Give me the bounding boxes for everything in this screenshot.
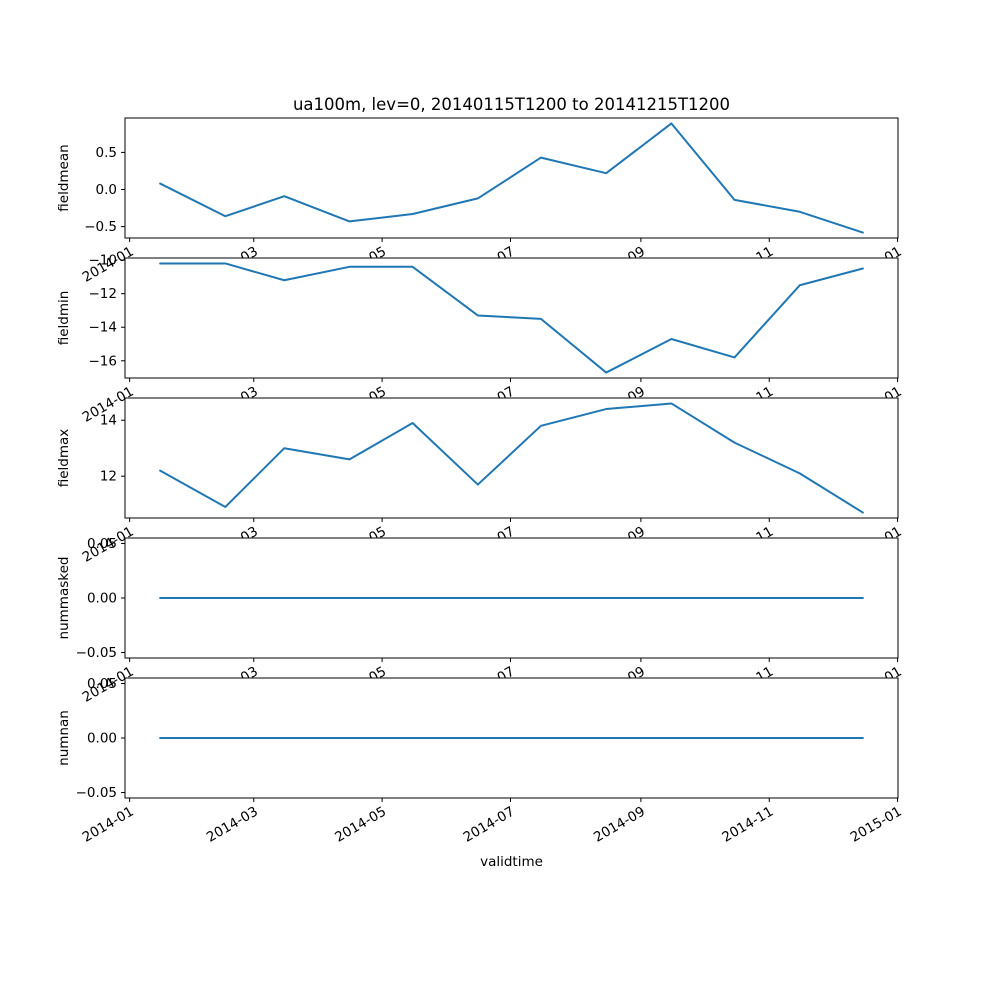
y-axis-label-fieldmax: fieldmax [56,429,72,488]
y-tick-label: −12 [89,286,118,302]
y-tick-label: 0.00 [87,591,117,607]
x-tick-label: 2014-03 [204,804,261,846]
y-tick-label: 0.05 [87,676,117,692]
y-axis-label-numnan: numnan [56,710,72,766]
subplots: 0.5 0.0 −0.5 fieldmean 2014-01 2014-03 2014-05… [56,117,905,846]
subplot-numnan: 0.05 0.00 −0.05 numnan 2014-01 2014-03 2014-05… [56,676,905,846]
fieldmax-line [159,402,864,514]
fieldmean-line [159,122,864,234]
x-tick-label: 2014-01 [80,804,137,846]
y-tick-label: 12 [100,469,117,485]
x-tick-label: 2015-01 [848,804,905,846]
y-tick-label: 0.0 [96,182,117,198]
y-tick-label: 0.00 [87,731,117,747]
y-tick-label: −10 [89,253,118,269]
axes-background [125,398,898,518]
fieldmin-line [159,262,864,374]
x-tick-label: 2014-05 [332,804,389,846]
y-tick-label: −16 [89,353,118,369]
y-tick-label: −0.5 [84,219,117,235]
y-tick-label: −0.05 [76,645,117,661]
x-tick-label: 2014-09 [591,804,648,846]
x-tick-label: 2014-11 [719,804,776,846]
x-tick-label: 2014-07 [461,804,518,846]
y-axis-label-fieldmin: fieldmin [56,291,72,346]
y-tick-label: −0.05 [76,785,117,801]
axes-background [125,118,898,238]
axes-border [124,257,899,379]
y-tick-label: 14 [100,413,117,429]
axes-border [124,397,899,519]
axes-border [124,117,899,239]
figure-title: ua100m, lev=0, 20140115T1200 to 20141215… [293,95,730,114]
y-axis-label-nummasked: nummasked [56,557,72,640]
y-tick-label: 0.5 [96,145,117,161]
y-tick-label: 0.05 [87,536,117,552]
x-axis-label: validtime [480,854,543,870]
y-tick-label: −14 [89,320,118,336]
subplot-nummasked: 0.050.00−0.05nummasked2014-012014-032014… [56,536,905,706]
y-axis-label-fieldmean: fieldmean [56,144,72,211]
